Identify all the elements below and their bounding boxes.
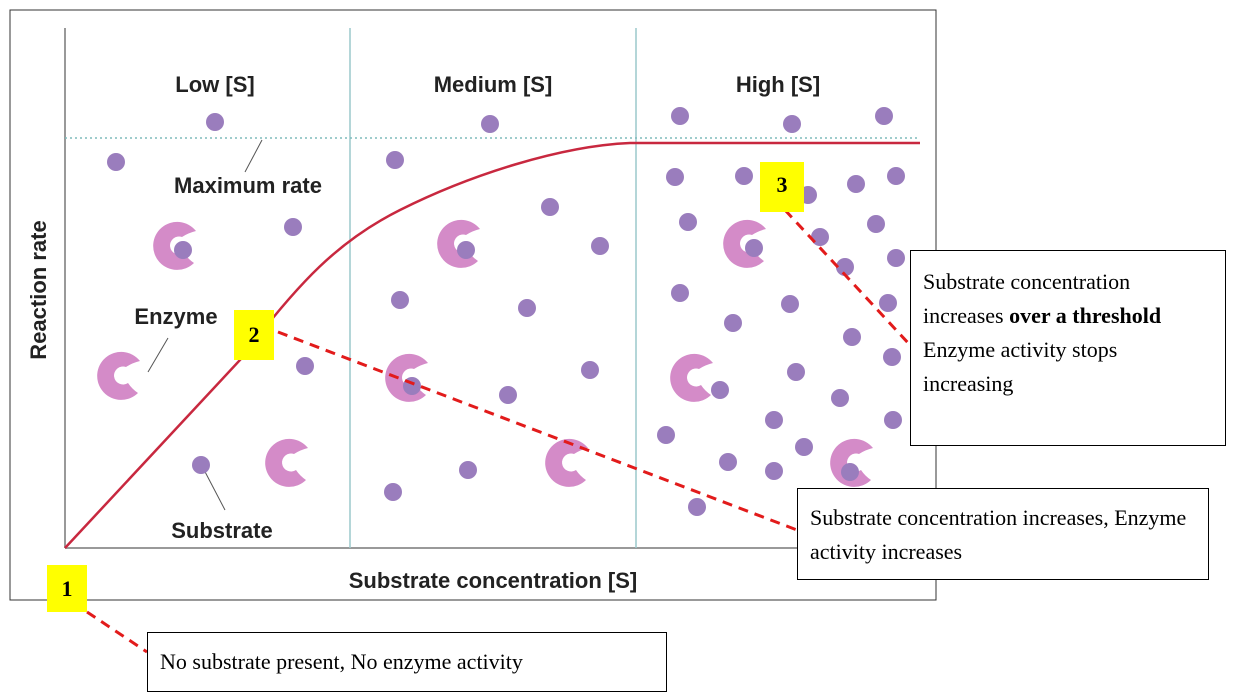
x-axis-label: Substrate concentration [S] <box>349 568 637 593</box>
marker: 1 <box>47 565 87 612</box>
callout-text: Substrate concentration increases, Enzym… <box>810 505 1187 564</box>
y-axis-label: Reaction rate <box>26 220 51 359</box>
enzyme-label: Enzyme <box>134 304 217 329</box>
callout-text: No substrate present, No enzyme activity <box>160 649 523 674</box>
callout-box: No substrate present, No enzyme activity <box>147 632 667 692</box>
callout-box: Substrate concentration increases, Enzym… <box>797 488 1209 580</box>
marker: 2 <box>234 310 274 360</box>
callout-text: Substrate concentration increases <box>923 269 1131 328</box>
max-rate-label: Maximum rate <box>174 173 322 198</box>
callout-box: Substrate concentration increases over a… <box>910 250 1226 446</box>
region-label: Medium [S] <box>434 72 553 97</box>
callout-text: Enzyme activity stops increasing <box>923 337 1118 396</box>
marker: 3 <box>760 162 804 212</box>
region-label: High [S] <box>736 72 820 97</box>
leader-lines <box>86 208 912 654</box>
substrate-label: Substrate <box>171 518 272 543</box>
region-label: Low [S] <box>175 72 254 97</box>
callout-text-bold: over a threshold <box>1009 303 1162 328</box>
rate-curve <box>64 141 920 549</box>
